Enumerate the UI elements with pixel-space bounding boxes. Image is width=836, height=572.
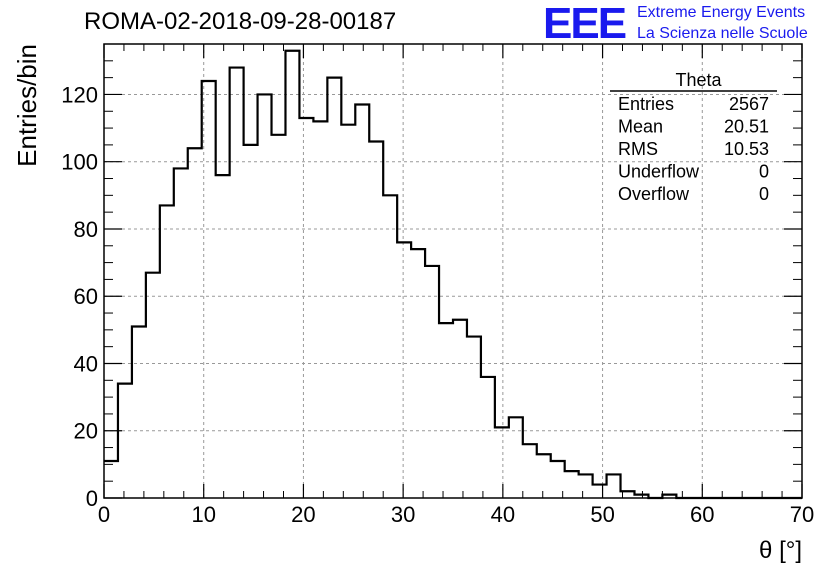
stats-row-value: 20.51 xyxy=(724,117,769,137)
histogram-bin xyxy=(397,242,411,498)
x-tick-label: 70 xyxy=(790,502,814,527)
histogram-bin xyxy=(174,168,188,498)
histogram-bin xyxy=(272,135,286,498)
logo-line-1: Extreme Energy Events xyxy=(637,4,806,21)
stats-rows: Entries 2567 Mean 20.51 RMS 10.53 Underflow 0 Ov… xyxy=(618,94,769,204)
y-tick-label: 120 xyxy=(61,82,98,107)
stats-row-label: Mean xyxy=(618,117,663,137)
x-tick-label: 20 xyxy=(291,502,315,527)
stats-row-label: Overflow xyxy=(618,184,690,204)
histogram-bin xyxy=(313,121,327,498)
tick-labels: 0 10 20 30 40 50 60 70 0 20 40 60 80 100 120 xyxy=(61,82,814,527)
stats-title: Theta xyxy=(675,70,722,90)
histogram-bin xyxy=(216,175,230,498)
y-tick-label: 80 xyxy=(74,217,98,242)
histogram-bin xyxy=(579,474,593,498)
stats-row-value: 0 xyxy=(759,184,769,204)
histogram-bin xyxy=(453,320,467,498)
histogram-bin xyxy=(565,471,579,498)
y-axis-label: Entries/bin xyxy=(12,44,42,167)
histogram-bin xyxy=(230,68,244,498)
stats-row-value: 0 xyxy=(759,162,769,182)
histogram-bin xyxy=(160,205,174,498)
y-tick-label: 40 xyxy=(74,351,98,376)
histogram-bin xyxy=(355,105,369,498)
histogram-bin xyxy=(383,195,397,498)
histogram-bin xyxy=(495,427,509,498)
histogram-bin xyxy=(188,148,202,498)
y-tick-label: 0 xyxy=(86,486,98,511)
histogram-bin xyxy=(411,249,425,498)
eee-logo: EEE xyxy=(543,0,627,48)
histogram-bin xyxy=(118,384,132,498)
histogram-bin xyxy=(481,377,495,498)
histogram-bin xyxy=(607,474,621,498)
stats-row-label: RMS xyxy=(618,139,658,159)
histogram-bin xyxy=(244,145,258,498)
histogram-outline xyxy=(104,49,802,500)
histogram-bin xyxy=(593,485,607,498)
x-tick-label: 40 xyxy=(491,502,515,527)
stats-row-value: 10.53 xyxy=(724,139,769,159)
x-tick-label: 60 xyxy=(690,502,714,527)
stats-box: Theta Entries 2567 Mean 20.51 RMS 10.53 Underf… xyxy=(610,70,777,204)
grid-lines xyxy=(104,44,802,498)
stats-row-value: 2567 xyxy=(729,94,769,114)
histogram-bin xyxy=(104,461,118,498)
logo-line-2: La Scienza nelle Scuole xyxy=(637,25,808,42)
plot-frame xyxy=(103,43,803,499)
x-tick-label: 30 xyxy=(391,502,415,527)
histogram-bin xyxy=(327,78,341,498)
x-axis-label: θ [°] xyxy=(759,537,802,564)
y-tick-label: 100 xyxy=(61,150,98,175)
histogram-bin xyxy=(523,444,537,498)
histogram-bin xyxy=(467,337,481,498)
histogram-bars xyxy=(104,49,802,500)
stats-row-label: Entries xyxy=(618,94,674,114)
y-tick-label: 20 xyxy=(74,419,98,444)
x-tick-label: 50 xyxy=(590,502,614,527)
y-tick-label: 60 xyxy=(74,284,98,309)
histogram-bin xyxy=(537,454,551,498)
histogram-bin xyxy=(439,323,453,498)
histogram-bin xyxy=(258,94,272,498)
x-tick-label: 0 xyxy=(98,502,110,527)
histogram-bin xyxy=(299,118,313,498)
histogram-bin xyxy=(132,326,146,498)
histogram-title: ROMA-02-2018-09-28-00187 xyxy=(84,8,397,35)
stats-row-label: Underflow xyxy=(618,162,700,182)
axis-ticks xyxy=(103,44,803,499)
histogram-bin xyxy=(369,142,383,498)
histogram-bin xyxy=(146,273,160,498)
histogram-bin xyxy=(425,266,439,498)
histogram-bin xyxy=(509,417,523,498)
x-tick-label: 10 xyxy=(191,502,215,527)
histogram-bin xyxy=(341,125,355,498)
